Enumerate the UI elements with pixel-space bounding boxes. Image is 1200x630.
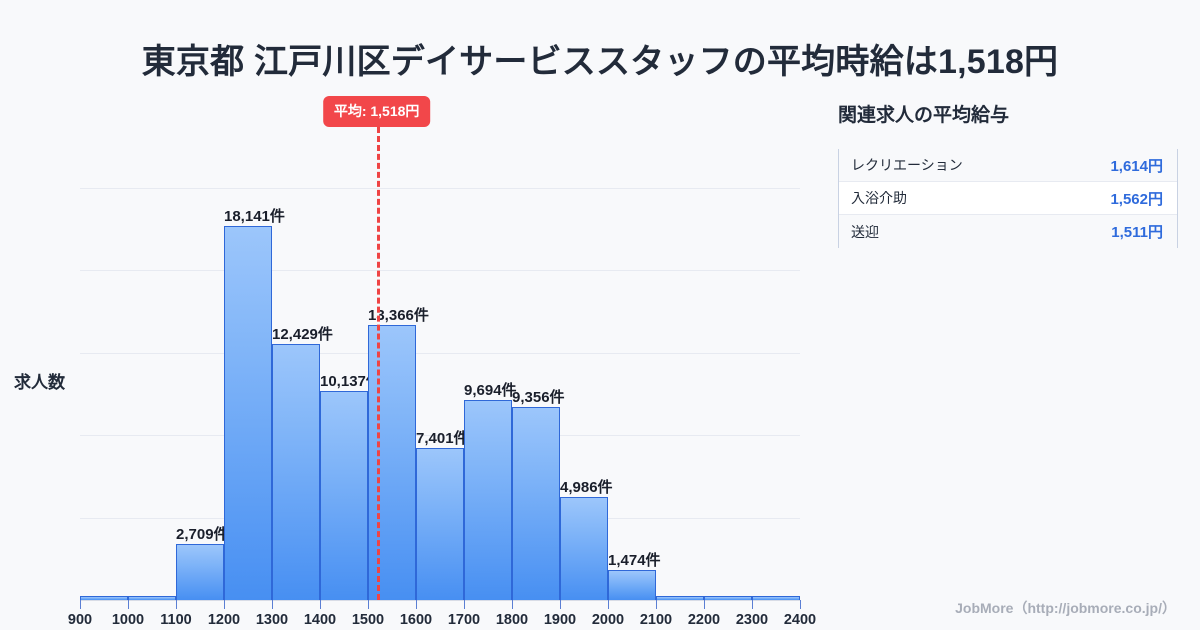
- histogram-bar-value-label: 4,986件: [560, 479, 613, 497]
- x-axis-tick: [80, 600, 81, 609]
- x-axis-tick-label: 1300: [255, 612, 289, 628]
- histogram-chart: 求人数 2,709件 18,141件 12,429件 10,137件 13,366件 7,…: [0, 90, 820, 628]
- histogram-bar[interactable]: [704, 596, 752, 600]
- related-salary-row-value: 1,511円: [1111, 224, 1163, 241]
- x-axis-tick-label: 2300: [735, 612, 769, 628]
- histogram-bar-value-label: 18,141件: [224, 208, 285, 226]
- histogram-bar[interactable]: [608, 569, 656, 600]
- x-axis-tick-label: 900: [67, 612, 93, 628]
- x-axis-tick: [320, 600, 321, 609]
- x-axis-tick-label: 1200: [207, 612, 241, 628]
- histogram-bar[interactable]: [416, 447, 464, 600]
- related-salary-row: 入浴介助 1,562円: [839, 182, 1177, 215]
- x-axis-tick-label: 1900: [543, 612, 577, 628]
- gridline: [80, 352, 800, 354]
- x-axis-tick-label: 1800: [495, 612, 529, 628]
- related-salary-row-label: 入浴介助: [851, 190, 907, 206]
- related-salary-table: レクリエーション 1,614円入浴介助 1,562円送迎 1,511円: [838, 149, 1178, 248]
- related-salary-row-value: 1,562円: [1110, 190, 1163, 208]
- related-salary-title: 関連求人の平均給与: [838, 105, 1010, 126]
- histogram-bar-value-label: 2,709件: [176, 526, 229, 544]
- footer-attribution: JobMore（http://jobmore.co.jp/）: [955, 600, 1176, 616]
- histogram-bar[interactable]: [224, 226, 272, 600]
- x-axis-tick: [560, 600, 561, 609]
- histogram-bar[interactable]: [752, 596, 800, 600]
- average-badge: 平均: 1,518円: [322, 96, 431, 127]
- average-line: [376, 118, 380, 600]
- x-axis-tick-label: 1700: [447, 612, 481, 628]
- related-salary-row-value: 1,614円: [1110, 157, 1163, 175]
- x-axis-tick: [656, 600, 657, 609]
- histogram-bar[interactable]: [512, 407, 560, 600]
- x-axis-tick: [800, 600, 801, 609]
- histogram-bar-value-label: 1,474件: [608, 551, 661, 569]
- histogram-bar-value-label: 13,366件: [368, 306, 429, 324]
- x-axis-tick-label: 2200: [687, 612, 721, 628]
- histogram-bar[interactable]: [80, 596, 128, 600]
- x-axis-tick: [272, 600, 273, 609]
- x-axis-tick: [176, 600, 177, 609]
- gridline: [80, 270, 800, 272]
- gridline: [80, 435, 800, 437]
- related-salary-row: 送迎 1,511円: [839, 215, 1177, 248]
- page-title: 東京都 江戸川区デイサービススタッフの平均時給は1,518円: [141, 43, 1059, 81]
- histogram-bar[interactable]: [656, 596, 704, 600]
- x-axis-tick-label: 2400: [783, 612, 817, 628]
- x-axis-tick: [752, 600, 753, 609]
- x-axis-tick-label: 2100: [639, 612, 673, 628]
- histogram-bar-value-label: 10,137件: [320, 373, 381, 391]
- x-axis-tick: [608, 600, 609, 609]
- x-axis-tick-label: 1600: [399, 612, 433, 628]
- histogram-bar[interactable]: [560, 497, 608, 600]
- histogram-bar-value-label: 12,429件: [272, 325, 333, 343]
- histogram-bar-value-label: 7,401件: [416, 429, 469, 447]
- x-axis-baseline: [80, 600, 800, 601]
- y-axis-title: 求人数: [14, 373, 65, 392]
- related-salary-panel: 関連求人の平均給与 レクリエーション 1,614円入浴介助 1,562円送迎 1,51…: [838, 100, 1178, 248]
- x-axis-tick: [368, 600, 369, 609]
- x-axis-tick: [416, 600, 417, 609]
- related-salary-row-label: レクリエーション: [851, 157, 963, 173]
- histogram-bar-value-label: 9,694件: [464, 382, 517, 400]
- histogram-bar[interactable]: [272, 343, 320, 600]
- x-axis-tick: [512, 600, 513, 609]
- plot-area: 2,709件 18,141件 12,429件 10,137件 13,366件 7,401件…: [68, 96, 816, 628]
- histogram-bar[interactable]: [464, 400, 512, 600]
- histogram-bar[interactable]: [128, 596, 176, 600]
- x-axis-tick-label: 1500: [351, 612, 385, 628]
- x-axis-tick-label: 1400: [303, 612, 337, 628]
- histogram-bar[interactable]: [176, 544, 224, 600]
- x-axis-tick: [704, 600, 705, 609]
- gridline: [80, 188, 800, 189]
- related-salary-row: レクリエーション 1,614円: [839, 149, 1177, 182]
- histogram-bar[interactable]: [320, 391, 368, 600]
- x-axis-tick: [128, 600, 129, 609]
- x-axis-tick: [464, 600, 465, 609]
- related-salary-row-label: 送迎: [851, 223, 879, 240]
- x-axis-tick-label: 1100: [160, 612, 192, 628]
- x-axis-tick-label: 2000: [591, 612, 625, 628]
- x-axis-tick-label: 1000: [111, 612, 145, 628]
- histogram-bar-value-label: 9,356件: [512, 389, 565, 407]
- histogram-bar[interactable]: [368, 324, 416, 600]
- x-axis-tick: [224, 600, 225, 609]
